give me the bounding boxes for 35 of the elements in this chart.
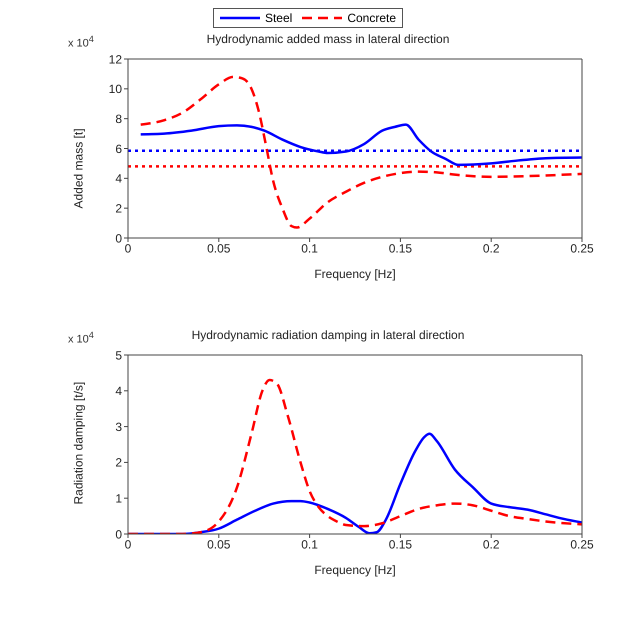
y-tick-label: 12 xyxy=(108,52,122,66)
y-tick-label: 0 xyxy=(115,231,122,246)
y-axis-title: Radiation damping [t/s] xyxy=(71,382,86,504)
x-axis-title: Frequency [Hz] xyxy=(314,563,396,577)
y-tick-label: 4 xyxy=(115,384,122,398)
x-tick-label: 0.05 xyxy=(207,538,231,552)
text: x 10$^{4}$ xyxy=(68,34,94,50)
y-tick-label: 8 xyxy=(115,112,122,126)
x-tick-label: 0.2 xyxy=(482,538,500,552)
legend-label: Steel xyxy=(264,11,292,25)
text: x 10$^{4}$ xyxy=(68,330,94,346)
x-tick-label: 0.25 xyxy=(570,242,594,256)
x-tick-label: 0.1 xyxy=(301,538,318,552)
x-tick-label: 0.05 xyxy=(207,242,231,256)
y-tick-label: 10 xyxy=(108,82,122,96)
chart-title: Hydrodynamic added mass in lateral direction xyxy=(206,32,450,46)
y-tick-label: 3 xyxy=(115,420,122,434)
y-tick-label: 2 xyxy=(115,201,122,216)
chart-title: Hydrodynamic radiation damping in lateral direction xyxy=(192,328,464,342)
x-tick-label: 0.2 xyxy=(482,242,500,256)
x-tick-label: 0 xyxy=(124,538,132,552)
y-tick-label: 2 xyxy=(115,456,122,470)
x-tick-label: 0 xyxy=(124,242,132,256)
x-tick-label: 0.25 xyxy=(570,538,594,552)
x-tick-label: 0.15 xyxy=(388,242,412,256)
y-tick-label: 4 xyxy=(115,172,122,186)
x-axis-title: Frequency [Hz] xyxy=(314,267,396,281)
legend-label: Concrete xyxy=(347,11,396,25)
y-tick-label: 0 xyxy=(115,527,122,542)
x-tick-label: 0.1 xyxy=(301,242,318,256)
y-axis-title: Added mass [t] xyxy=(71,128,86,208)
y-tick-label: 5 xyxy=(115,348,122,362)
x-tick-label: 0.15 xyxy=(388,538,412,552)
y-tick-label: 6 xyxy=(115,142,122,156)
y-tick-label: 1 xyxy=(115,491,122,506)
